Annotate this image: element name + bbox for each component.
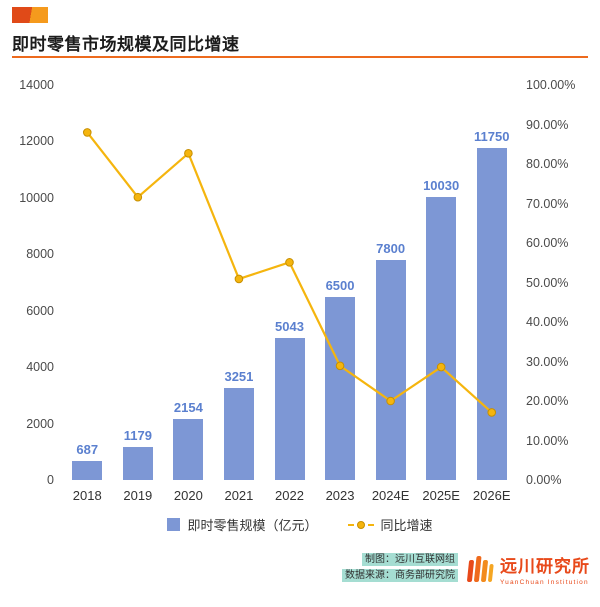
line-marker bbox=[285, 258, 294, 267]
bar bbox=[426, 197, 457, 480]
right-axis-tick-label: 70.00% bbox=[526, 196, 569, 211]
logo-subtext: YuanChuan Institution bbox=[500, 579, 589, 586]
brand-accent-mark bbox=[12, 7, 48, 23]
bar bbox=[375, 259, 406, 480]
yuanchuan-logo-icon bbox=[467, 556, 494, 582]
line-marker-icon bbox=[356, 520, 365, 529]
legend-bar-label: 即时零售规模（亿元） bbox=[187, 517, 318, 533]
right-axis-tick-label: 10.00% bbox=[526, 433, 569, 448]
right-axis-tick-label: 100.00% bbox=[526, 78, 576, 92]
left-axis-tick-label: 0 bbox=[47, 473, 54, 487]
legend-line-label: 同比增速 bbox=[380, 517, 433, 533]
bar bbox=[223, 388, 254, 480]
bar-value-label: 2154 bbox=[173, 400, 203, 416]
bar bbox=[173, 419, 204, 480]
line-marker bbox=[82, 128, 92, 137]
bar-value-label: 5043 bbox=[275, 318, 304, 334]
bar-value-label: 6500 bbox=[325, 277, 355, 293]
legend-item-bar: 即时零售规模（亿元） bbox=[167, 515, 318, 534]
chart-legend: 即时零售规模（亿元） 同比增速 bbox=[0, 513, 600, 535]
line-series-swatch bbox=[347, 518, 374, 531]
right-axis-tick-label: 20.00% bbox=[526, 394, 569, 408]
x-axis-label: 2021 bbox=[224, 488, 254, 503]
line-marker bbox=[234, 274, 244, 284]
bar bbox=[476, 148, 507, 480]
credit-line: 制图：远川互联网组 bbox=[362, 553, 458, 566]
bar-value-label: 1179 bbox=[123, 427, 152, 443]
bar bbox=[122, 446, 153, 480]
bar-value-label: 7800 bbox=[376, 240, 406, 256]
bar-value-label: 11750 bbox=[474, 129, 510, 145]
bar bbox=[325, 296, 356, 480]
left-axis-tick-label: 6000 bbox=[26, 303, 54, 318]
bar bbox=[274, 337, 305, 480]
left-axis-tick-label: 8000 bbox=[26, 247, 54, 262]
x-axis-label: 2023 bbox=[325, 488, 355, 503]
source-line: 数据来源：商务部研究院 bbox=[342, 569, 458, 582]
right-axis-tick-label: 30.00% bbox=[526, 354, 569, 369]
left-axis-tick-label: 4000 bbox=[26, 360, 54, 375]
title-underline bbox=[12, 56, 588, 58]
logo-name: 远川研究所 bbox=[500, 557, 590, 576]
x-axis-label: 2019 bbox=[123, 488, 153, 503]
left-axis-tick-label: 10000 bbox=[19, 190, 54, 205]
line-marker bbox=[133, 192, 143, 202]
x-axis-label: 2022 bbox=[275, 488, 304, 503]
x-axis-label: 2025E bbox=[422, 488, 460, 503]
yuanchuan-logo: 远川研究所 YuanChuan Institution bbox=[464, 552, 590, 586]
right-axis-tick-label: 80.00% bbox=[526, 157, 569, 171]
chart-title: 即时零售市场规模及同比增速 bbox=[12, 35, 240, 54]
legend-item-line: 同比增速 bbox=[347, 515, 433, 534]
right-axis-tick-label: 0.00% bbox=[526, 473, 562, 487]
left-axis-tick-label: 14000 bbox=[19, 78, 54, 92]
right-axis-tick-label: 90.00% bbox=[526, 117, 569, 132]
line-marker bbox=[184, 149, 193, 158]
left-axis-tick-label: 12000 bbox=[19, 134, 54, 149]
x-axis-label: 2018 bbox=[72, 488, 102, 503]
bar-series-swatch bbox=[167, 517, 181, 531]
x-axis-label: 2020 bbox=[173, 488, 203, 503]
right-axis-tick-label: 40.00% bbox=[526, 315, 569, 329]
bar-value-label: 3251 bbox=[224, 369, 254, 385]
right-axis-tick-label: 50.00% bbox=[526, 275, 569, 290]
bar bbox=[72, 460, 103, 480]
x-axis-label: 2026E bbox=[472, 488, 511, 503]
bar-value-label: 687 bbox=[76, 441, 99, 457]
credits-block: 制图：远川互联网组 数据来源：商务部研究院 bbox=[342, 552, 458, 584]
bar-value-label: 10030 bbox=[423, 178, 460, 193]
left-axis-tick-label: 2000 bbox=[26, 416, 54, 431]
x-axis-label: 2024E bbox=[371, 488, 410, 503]
logo-text-block: 远川研究所 YuanChuan Institution bbox=[500, 552, 590, 586]
right-axis-tick-label: 60.00% bbox=[526, 236, 569, 250]
